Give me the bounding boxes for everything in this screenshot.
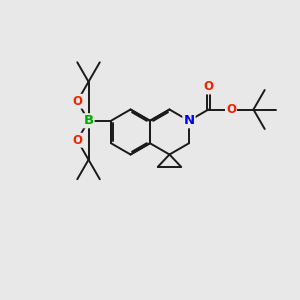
Text: B: B xyxy=(83,114,94,127)
Text: N: N xyxy=(183,114,194,127)
Text: O: O xyxy=(203,80,214,94)
Text: O: O xyxy=(72,95,82,108)
Text: O: O xyxy=(72,134,82,147)
Text: O: O xyxy=(226,103,236,116)
